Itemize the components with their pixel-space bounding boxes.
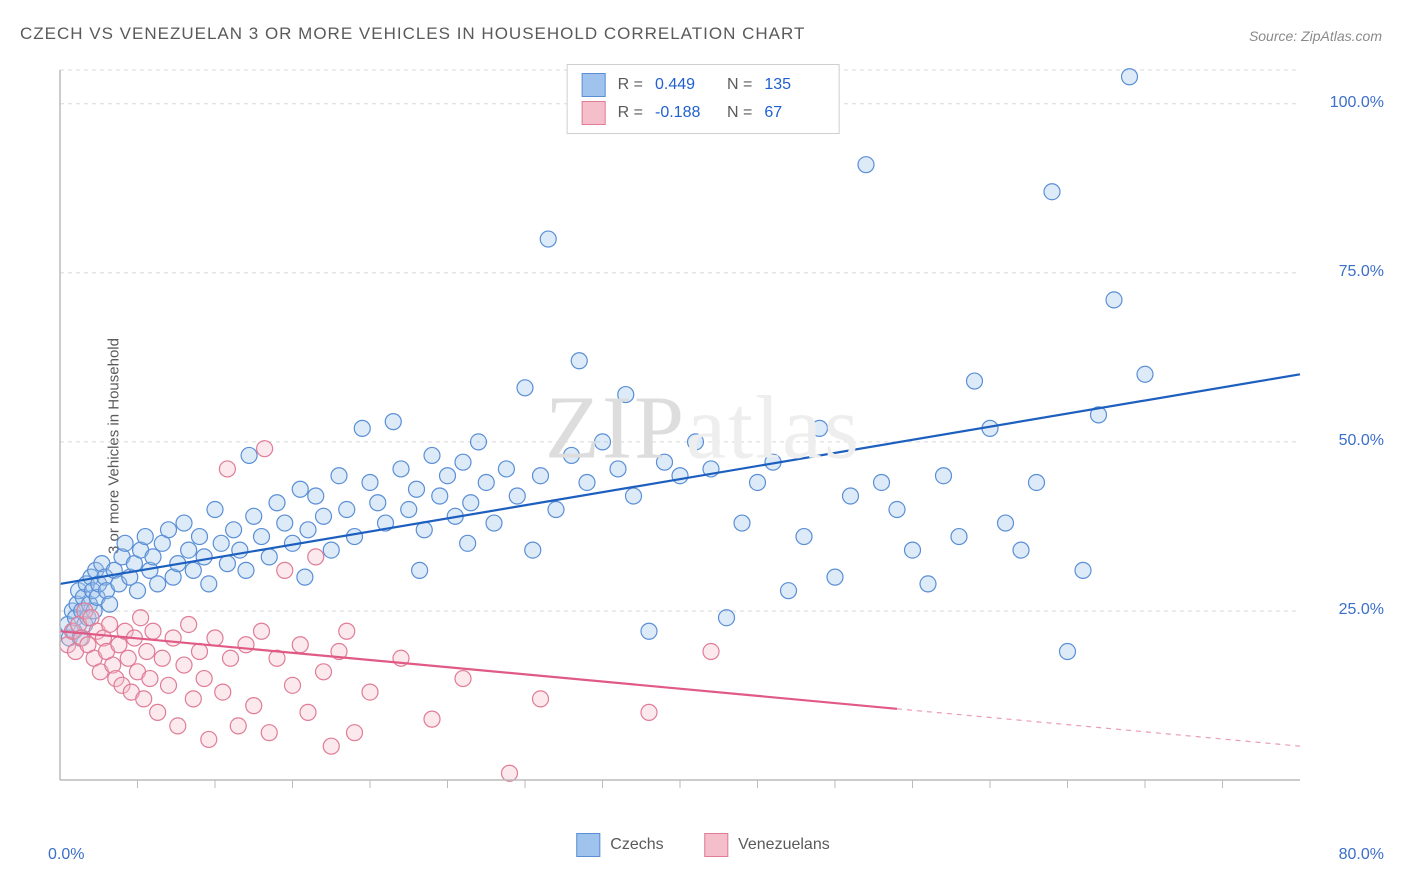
- source-label: Source: ZipAtlas.com: [1249, 28, 1382, 44]
- y-tick-label-50: 50.0%: [1339, 432, 1384, 450]
- legend-series-label-venezuelans: Venezuelans: [738, 836, 830, 854]
- plot-svg: [50, 60, 1390, 820]
- chart-title: CZECH VS VENEZUELAN 3 OR MORE VEHICLES I…: [20, 24, 805, 44]
- legend-swatch-venezuelans: [582, 101, 606, 125]
- legend-n-value-venezuelans: 67: [764, 104, 824, 122]
- legend-series-label-czechs: Czechs: [610, 836, 663, 854]
- legend-swatch-icon: [704, 833, 728, 857]
- legend-swatch-czechs: [582, 73, 606, 97]
- legend-r-value-czechs: 0.449: [655, 76, 715, 94]
- x-tick-label-max: 80.0%: [1339, 846, 1384, 864]
- y-tick-label-25: 25.0%: [1339, 601, 1384, 619]
- legend-n-value-czechs: 135: [764, 76, 824, 94]
- legend-r-label: R =: [618, 76, 643, 94]
- legend-series: Czechs Venezuelans: [558, 833, 847, 862]
- legend-r-value-venezuelans: -0.188: [655, 104, 715, 122]
- legend-n-label: N =: [727, 104, 752, 122]
- legend-stats-row-0: R = 0.449 N = 135: [582, 71, 825, 99]
- legend-stats: R = 0.449 N = 135 R = -0.188 N = 67: [567, 64, 840, 134]
- legend-swatch-icon: [576, 833, 600, 857]
- legend-item-czechs: Czechs: [576, 833, 663, 857]
- legend-item-venezuelans: Venezuelans: [704, 833, 830, 857]
- x-tick-label-min: 0.0%: [48, 846, 84, 864]
- legend-r-label: R =: [618, 104, 643, 122]
- y-tick-label-100: 100.0%: [1330, 94, 1384, 112]
- plot-area: [50, 60, 1390, 820]
- chart-container: CZECH VS VENEZUELAN 3 OR MORE VEHICLES I…: [0, 0, 1406, 892]
- legend-n-label: N =: [727, 76, 752, 94]
- y-tick-label-75: 75.0%: [1339, 263, 1384, 281]
- legend-stats-row-1: R = -0.188 N = 67: [582, 99, 825, 127]
